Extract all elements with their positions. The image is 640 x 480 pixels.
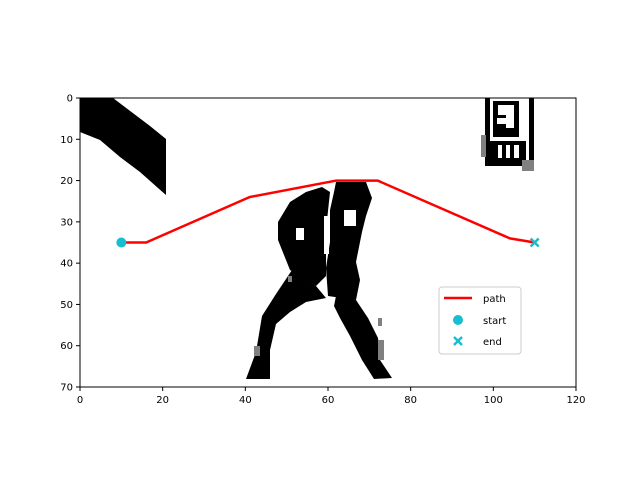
series-layer — [116, 179, 540, 248]
y-tick-label: 0 — [67, 94, 73, 105]
end-marker — [529, 237, 540, 248]
obstacle-diagonal-wall — [80, 98, 166, 195]
x-tick-label: 40 — [239, 395, 252, 406]
y-axis: 0 10 20 30 40 50 60 70 — [60, 94, 80, 394]
start-marker — [116, 237, 127, 248]
y-tick-label: 40 — [60, 259, 73, 270]
y-tick-label: 70 — [60, 383, 73, 394]
x-tick-label: 120 — [566, 395, 585, 406]
legend: path start end — [438, 286, 522, 355]
x-tick-label: 60 — [322, 395, 335, 406]
legend-end-swatch — [453, 336, 463, 346]
legend-path-label: path — [483, 294, 506, 305]
y-tick-label: 30 — [60, 217, 73, 228]
x-tick-label: 20 — [156, 395, 169, 406]
obstacle-central-figure — [246, 182, 392, 379]
x-tick-label: 0 — [77, 395, 83, 406]
path-line — [121, 179, 535, 244]
legend-box — [438, 286, 522, 355]
legend-start-label: start — [483, 316, 506, 327]
y-tick-label: 60 — [60, 341, 73, 352]
occupancy-map-image — [80, 98, 534, 379]
x-tick-label: 80 — [404, 395, 417, 406]
y-tick-label: 50 — [60, 300, 73, 311]
legend-end-label: end — [483, 337, 502, 348]
x-tick-label: 100 — [484, 395, 503, 406]
y-tick-label: 20 — [60, 176, 73, 187]
obstacle-top-right-figure — [481, 98, 534, 171]
x-axis: 0 20 40 60 80 100 120 — [77, 387, 586, 406]
legend-start-swatch — [453, 315, 463, 325]
y-tick-label: 10 — [60, 135, 73, 146]
